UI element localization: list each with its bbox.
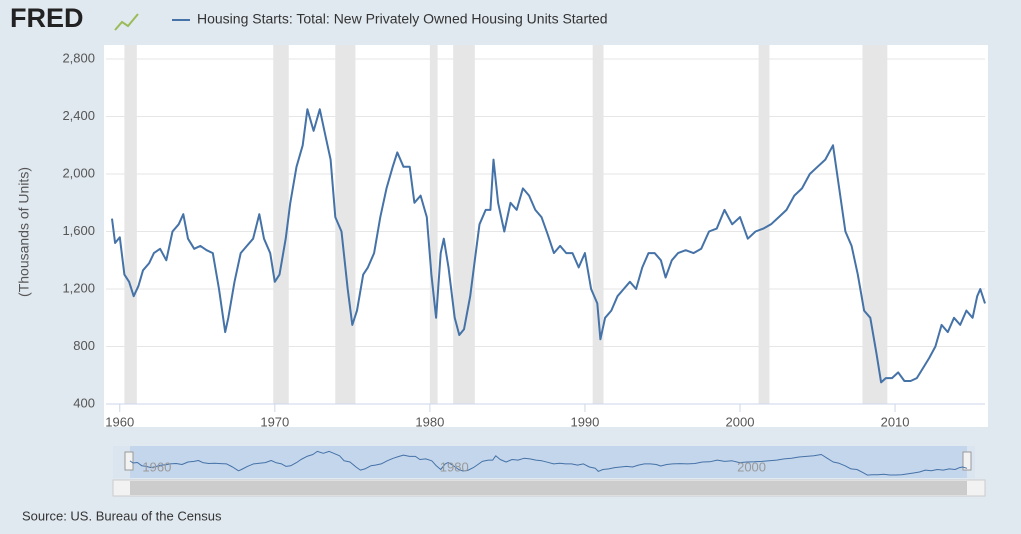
logo: FRED	[10, 3, 84, 33]
recession-band	[273, 45, 289, 404]
navigator-tick-label: 1980	[440, 459, 469, 474]
x-tick-label: 2010	[881, 414, 910, 429]
y-tick-label: 1,200	[62, 280, 95, 295]
recession-band	[758, 45, 770, 404]
recession-band	[453, 45, 475, 404]
source: Source: US. Bureau of the Census	[22, 508, 222, 523]
y-axis-title: (Thousands of Units)	[16, 167, 32, 297]
navigator-tick-label: 1960	[142, 459, 171, 474]
navigator-line	[129, 450, 968, 476]
y-tick-label: 2,000	[62, 165, 95, 180]
recession-band	[429, 45, 438, 404]
y-tick-label: 800	[73, 338, 95, 353]
y-tick-label: 2,400	[62, 108, 95, 123]
scrollbar-thumb[interactable]	[130, 481, 967, 495]
x-tick-label: 1970	[260, 414, 289, 429]
y-tick-label: 400	[73, 395, 95, 410]
navigator-handle[interactable]	[124, 451, 134, 471]
x-tick-label: 1980	[415, 414, 444, 429]
y-tick-label: 1,600	[62, 223, 95, 238]
logo-icon	[114, 13, 139, 31]
legend-label: Housing Starts: Total: New Privately Own…	[197, 11, 608, 27]
y-tick-label: 2,800	[62, 50, 95, 65]
x-tick-label: 1990	[570, 414, 599, 429]
plot-bg	[104, 45, 988, 427]
navigator-handle[interactable]	[962, 451, 972, 471]
series-line	[111, 108, 986, 384]
navigator-tick-label: 2000	[737, 459, 766, 474]
x-tick-label: 1960	[105, 414, 134, 429]
recession-band	[124, 45, 137, 404]
recession-band	[592, 45, 604, 404]
x-tick-label: 2000	[726, 414, 755, 429]
